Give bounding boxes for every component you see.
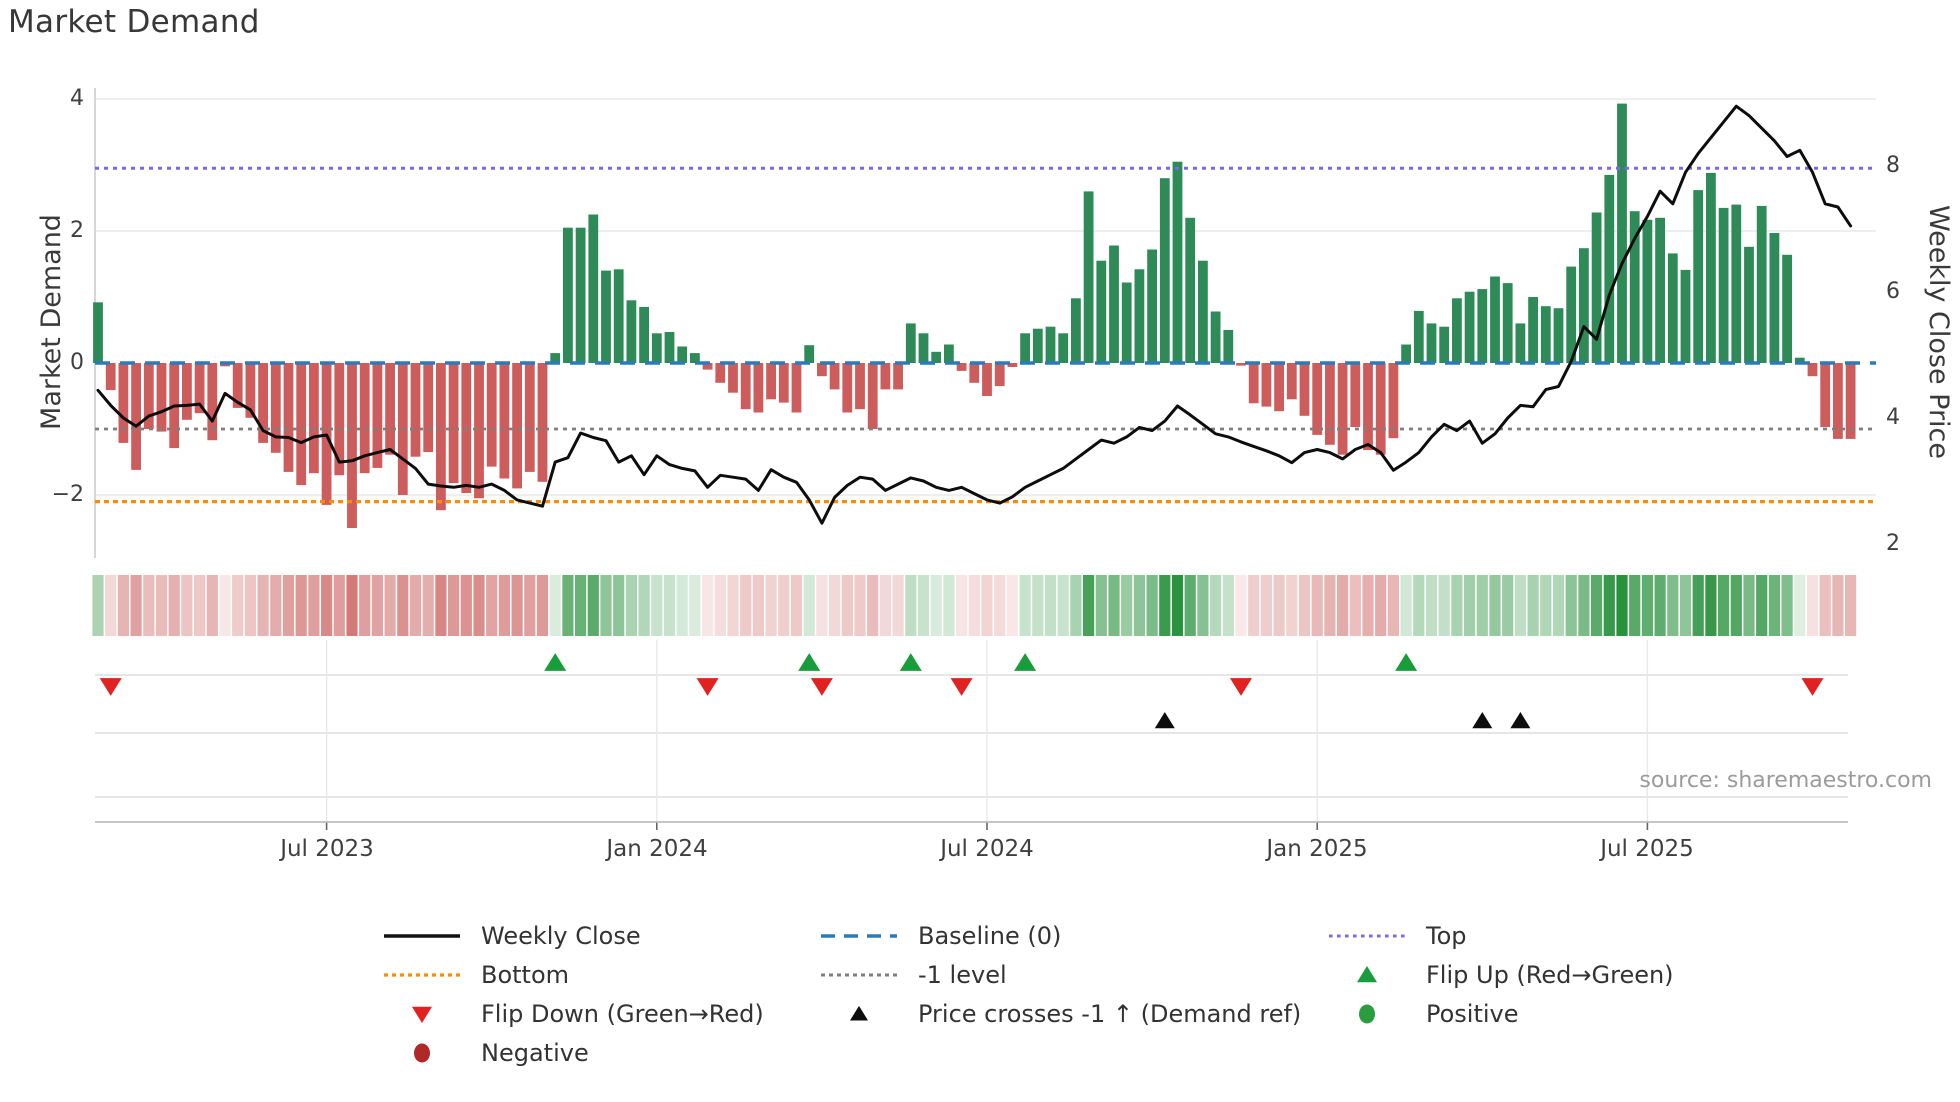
weekly-close-line [96, 104, 1853, 525]
x-axis-tick-jan-2025: Jan 2025 [1266, 836, 1368, 862]
demand-bars [93, 103, 1856, 528]
legend-label: Price crosses -1 ↑ (Demand ref) [918, 1000, 1302, 1028]
legend-label: Baseline (0) [918, 922, 1062, 950]
left-axis-tick-2: 2 [70, 218, 84, 243]
legend-label: Bottom [481, 961, 570, 989]
right-axis-tick-4: 4 [1886, 405, 1900, 430]
legend-item-flip-down: Flip Down (Green→Red) [378, 999, 815, 1029]
left-axis-tick-0: 0 [70, 350, 84, 375]
x-axis-tick-jul-2024: Jul 2024 [940, 836, 1034, 862]
left-axis-tick-neg2: −2 [51, 482, 84, 507]
right-axis-tick-8: 8 [1886, 153, 1900, 178]
price-cross-triangle-icon [815, 999, 903, 1029]
legend-label: Weekly Close [481, 922, 641, 950]
legend-label: Flip Down (Green→Red) [481, 1000, 764, 1028]
positive-dot-icon [1323, 999, 1411, 1029]
bottom-dotted-swatch [378, 960, 466, 990]
weekly-close-line-swatch [378, 921, 466, 951]
left-axis-tick-4: 4 [70, 86, 84, 111]
legend-item-minus-one-level: -1 level [815, 960, 1323, 990]
legend-item-positive: Positive [1323, 999, 1760, 1029]
legend-label: Negative [481, 1039, 589, 1067]
x-axis-tick-jan-2024: Jan 2024 [606, 836, 708, 862]
x-axis-tick-jul-2023: Jul 2023 [280, 836, 374, 862]
flip-down-markers [99, 678, 1824, 696]
right-axis-tick-2: 2 [1886, 531, 1900, 556]
legend-label: Top [1426, 922, 1467, 950]
baseline-dash-swatch [815, 921, 903, 951]
legend-item-flip-up: Flip Up (Red→Green) [1323, 960, 1760, 990]
flip-up-triangle-icon [1323, 960, 1411, 990]
source-attribution: source: sharemaestro.com [1639, 768, 1932, 793]
left-axis-title: Market Demand [36, 214, 67, 430]
x-axis-tick-jul-2025: Jul 2025 [1600, 836, 1694, 862]
legend-item-negative: Negative [378, 1038, 815, 1068]
minus-one-dotted-swatch [815, 960, 903, 990]
legend-label: Flip Up (Red→Green) [1426, 961, 1674, 989]
legend-item-weekly-close: Weekly Close [378, 921, 815, 951]
page-title: Market Demand [8, 4, 260, 40]
chart-canvas [92, 88, 1876, 830]
top-dotted-swatch [1323, 921, 1411, 951]
right-axis-tick-6: 6 [1886, 279, 1900, 304]
price-cross-markers [1154, 712, 1531, 729]
legend-label: Positive [1426, 1000, 1519, 1028]
legend-item-bottom: Bottom [378, 960, 815, 990]
legend-item-top: Top [1323, 921, 1760, 951]
flip-up-markers [544, 653, 1418, 671]
legend-label: -1 level [918, 961, 1007, 989]
legend-item-baseline: Baseline (0) [815, 921, 1323, 951]
legend-item-price-cross: Price crosses -1 ↑ (Demand ref) [815, 999, 1323, 1029]
demand-heatmap-strip [92, 575, 1857, 636]
chart-legend: Weekly Close Baseline (0) Top Bottom -1 … [378, 921, 1760, 1068]
flip-down-triangle-icon [378, 999, 466, 1029]
negative-dot-icon [378, 1038, 466, 1068]
